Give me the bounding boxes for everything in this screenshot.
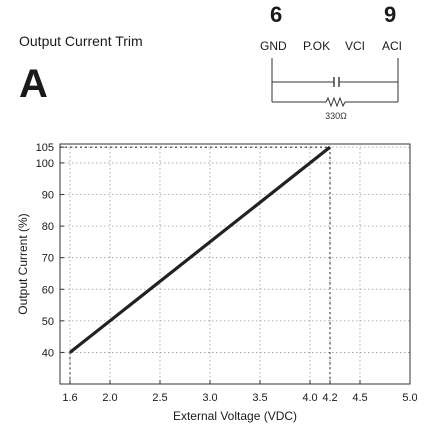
x-tick-label: 1.6 xyxy=(62,392,77,404)
x-axis-label: External Voltage (VDC) xyxy=(173,409,297,423)
y-tick-label: 90 xyxy=(42,190,54,202)
gridlines xyxy=(60,144,410,384)
pin-label-gnd: GND xyxy=(260,39,287,53)
x-tick-label: 5.0 xyxy=(402,392,417,404)
x-tick-label: 2.0 xyxy=(102,392,117,404)
y-tick-label: 40 xyxy=(42,347,54,359)
pin-label-vci: VCI xyxy=(345,39,366,53)
y-tick-label: 70 xyxy=(42,253,54,265)
resistor-label: 330Ω xyxy=(325,111,347,121)
y-axis-ticks: 40 50 60 70 80 90 100 105 xyxy=(36,142,64,359)
x-tick-label: 4.5 xyxy=(352,392,367,404)
figure-title: Output Current Trim xyxy=(19,33,143,49)
panel-letter: A xyxy=(19,62,48,106)
y-tick-label: 80 xyxy=(42,221,54,233)
x-tick-label: 4.2 xyxy=(322,392,337,404)
y-tick-label: 105 xyxy=(36,142,54,154)
x-tick-label: 4.0 xyxy=(302,392,317,404)
y-tick-label: 100 xyxy=(36,158,54,170)
pin-number-6: 6 xyxy=(270,2,283,27)
y-axis-label: Output Current (%) xyxy=(16,213,30,314)
reference-lines xyxy=(60,146,331,384)
pin-label-pok: P.OK xyxy=(303,39,331,53)
y-tick-label: 60 xyxy=(42,284,54,296)
x-tick-label: 3.5 xyxy=(252,392,267,404)
series-layer xyxy=(69,145,331,354)
series-line xyxy=(69,145,331,354)
trim-circuit-schematic: 330Ω xyxy=(271,58,399,121)
resistor-zigzag xyxy=(325,96,346,108)
pin-label-aci: ACI xyxy=(382,39,403,53)
x-tick-label: 3.0 xyxy=(202,392,217,404)
plot-frame xyxy=(59,143,411,385)
x-tick-label: 2.5 xyxy=(152,392,167,404)
pin-number-9: 9 xyxy=(384,2,397,27)
x-axis-ticks: 1.6 2.0 2.5 3.0 3.5 4.0 4.2 4.5 5.0 xyxy=(62,380,418,404)
y-tick-label: 50 xyxy=(42,316,54,328)
